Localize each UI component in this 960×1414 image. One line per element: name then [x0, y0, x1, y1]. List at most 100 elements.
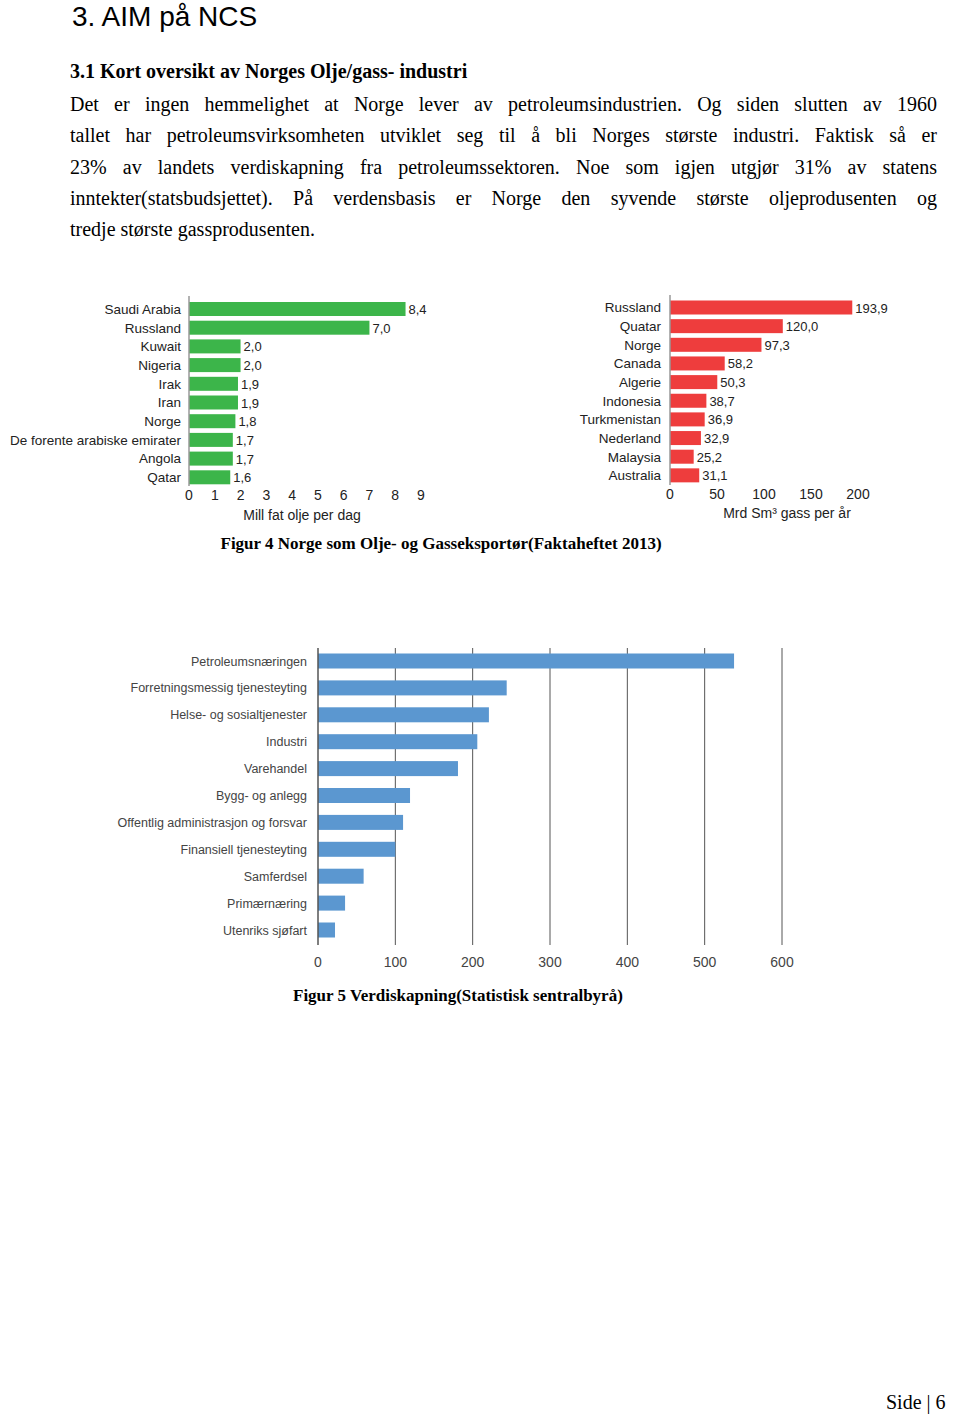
tick-label: 500: [693, 954, 717, 970]
category-label: Quatar: [620, 319, 662, 334]
chart: RusslandQuatarNorgeCanadaAlgerieIndonesi…: [580, 295, 888, 521]
bar: [670, 338, 761, 352]
category-label: Bygg- og anlegg: [216, 789, 307, 803]
bar: [189, 433, 233, 447]
data-label: 1,9: [241, 377, 259, 392]
data-label: 58,2: [728, 356, 753, 371]
figure-caption: Figur 5 Verdiskapning(Statistisk sentral…: [293, 986, 623, 1006]
category-label: Turkmenistan: [580, 412, 661, 427]
tick-label: 3: [262, 487, 270, 503]
data-label: 50,3: [720, 375, 745, 390]
tick-label: 100: [752, 486, 776, 502]
bar: [670, 394, 706, 408]
category-label: Saudi Arabia: [104, 302, 181, 317]
category-label: Norge: [144, 414, 181, 429]
bar: [189, 377, 238, 391]
bar: [189, 470, 230, 484]
category-label: Algerie: [619, 375, 661, 390]
bars: [318, 654, 734, 938]
paragraph-line: tallet har petroleumsvirksomheten utvikl…: [70, 120, 937, 151]
bar: [670, 356, 725, 370]
paragraph-line: Det er ingen hemmelighet at Norge lever …: [70, 89, 937, 120]
bar: [189, 396, 238, 410]
data-label: 2,0: [244, 339, 262, 354]
tick-label: 0: [314, 954, 322, 970]
grid-line: [627, 648, 628, 945]
data-label: 1,6: [233, 470, 251, 485]
bar: [189, 302, 406, 316]
data-label: 1,8: [238, 414, 256, 429]
tick-label: 100: [384, 954, 408, 970]
category-label: Russland: [605, 300, 661, 315]
tick-label: 200: [461, 954, 485, 970]
page-number: Side | 6: [886, 1391, 946, 1414]
heading: 3. AIM på NCS: [72, 1, 257, 33]
bar: [318, 734, 477, 749]
paragraph-line: tredje største gassprodusenten.: [70, 214, 937, 245]
chart: Saudi ArabiaRusslandKuwaitNigeriaIrakIra…: [10, 296, 427, 523]
tick-label: 6: [340, 487, 348, 503]
bar: [318, 842, 395, 857]
data-label: 1,7: [236, 433, 254, 448]
category-label: Petroleumsnæringen: [191, 655, 307, 669]
bar: [318, 680, 507, 695]
tick-label: 0: [666, 486, 674, 502]
axis-title: Mrd Sm³ gass per år: [723, 505, 851, 521]
category-label: Forretningsmessig tjenesteyting: [131, 681, 308, 695]
tick-label: 400: [616, 954, 640, 970]
category-label: Kuwait: [140, 339, 181, 354]
bar: [189, 452, 233, 466]
category-label: Norge: [624, 338, 661, 353]
tick-label: 7: [366, 487, 374, 503]
bar: [318, 654, 734, 669]
figure-caption: Figur 4 Norge som Olje- og Gasseksportør…: [221, 534, 662, 554]
category-label: Helse- og sosialtjenester: [170, 708, 307, 722]
tick-label: 5: [314, 487, 322, 503]
bar: [670, 412, 705, 426]
bar: [189, 339, 241, 353]
category-label: Russland: [125, 321, 181, 336]
data-label: 1,7: [236, 452, 254, 467]
grid-line: [704, 648, 705, 945]
axis-line: [669, 295, 671, 485]
bar: [189, 414, 235, 428]
category-label: Offentlig administrasjon og forsvar: [118, 816, 307, 830]
data-label: 25,2: [697, 450, 722, 465]
bar: [189, 358, 241, 372]
data-label: 120,0: [786, 319, 819, 334]
tick-label: 50: [709, 486, 725, 502]
category-label: Angola: [139, 451, 182, 466]
category-label: Canada: [614, 356, 662, 371]
data-label: 1,9: [241, 396, 259, 411]
tick-label: 300: [538, 954, 562, 970]
paragraph: Det er ingen hemmelighet at Norge lever …: [70, 89, 937, 245]
subheading: 3.1 Kort oversikt av Norges Olje/gass- i…: [70, 60, 467, 83]
category-label: Varehandel: [244, 762, 307, 776]
axis-line: [317, 648, 319, 945]
data-label: 8,4: [409, 302, 427, 317]
category-label: Finansiell tjenesteyting: [181, 843, 308, 857]
bar: [189, 321, 369, 335]
category-label: Utenriks sjøfart: [223, 924, 308, 938]
tick-label: 2: [237, 487, 245, 503]
category-label: Malaysia: [608, 450, 662, 465]
category-label: Industri: [266, 735, 307, 749]
category-label: Qatar: [147, 470, 181, 485]
axis-title: Mill fat olje per dag: [243, 507, 361, 523]
data-label: 97,3: [764, 338, 789, 353]
data-label: 7,0: [372, 321, 390, 336]
bar: [670, 468, 699, 482]
tick-label: 200: [846, 486, 870, 502]
bar: [318, 761, 458, 776]
tick-label: 4: [288, 487, 296, 503]
category-label: Primærnæring: [227, 897, 307, 911]
bars: [189, 302, 406, 484]
data-label: 31,1: [702, 468, 727, 483]
bars: [670, 301, 852, 483]
bar: [670, 319, 783, 333]
bar: [318, 707, 489, 722]
paragraph-line: 23% av landets verdiskapning fra petrole…: [70, 152, 937, 183]
category-label: De forente arabiske emirater: [10, 433, 182, 448]
bar: [670, 301, 852, 315]
tick-label: 9: [417, 487, 425, 503]
